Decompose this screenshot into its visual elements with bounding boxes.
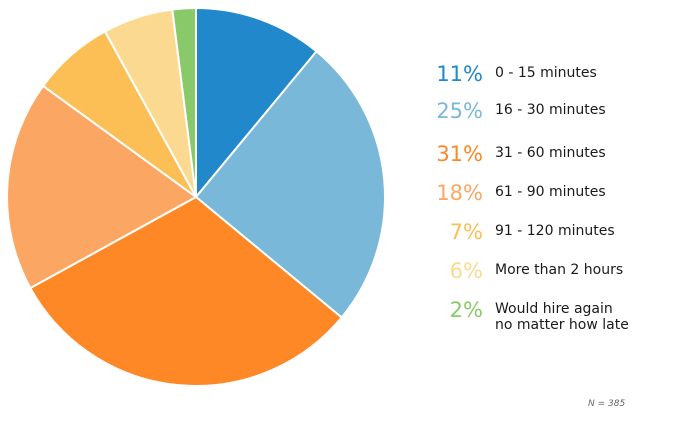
legend-label: Would hire again no matter how late [495,301,629,333]
legend-label: 0 - 15 minutes [495,65,597,81]
legend-percent: 31% [436,142,483,166]
pie-slice-2 [195,50,386,319]
legend-label: More than 2 hours [495,262,623,278]
legend-label-line: More than 2 hours [495,262,624,278]
legend-percent: 6% [449,259,483,283]
legend-label-line: Would hire again [495,301,613,317]
legend-percent: 25% [436,99,483,123]
pie-slice-1 [195,7,318,198]
legend-item: 25% 16 - 30 minutes [425,98,665,132]
legend-percent: 7% [449,220,483,244]
legend-item: 11% 0 - 15 minutes [425,61,665,95]
legend-percent: 11% [436,62,483,86]
pie-slice-4 [6,84,197,290]
legend-label-line: 16 - 30 minutes [495,102,606,118]
legend-label: 91 - 120 minutes [495,223,615,239]
legend-item: 2% Would hire again no matter how late [425,297,665,333]
legend-label-line: 31 - 60 minutes [495,145,606,161]
legend-label-line: 91 - 120 minutes [495,223,615,239]
legend-percent: 18% [436,181,483,205]
legend-percent: 2% [449,298,483,322]
pie-slice-7 [171,7,197,198]
legend-item: 6% More than 2 hours [425,258,665,292]
legend-item: 18% 61 - 90 minutes [425,180,665,214]
legend-label: 16 - 30 minutes [495,102,606,118]
legend-label: 31 - 60 minutes [495,145,606,161]
legend-item: 7% 91 - 120 minutes [425,219,665,253]
legend-label-line: 0 - 15 minutes [495,65,597,81]
legend-label-line: no matter how late [495,317,629,333]
sample-size-note: N = 385 [588,399,626,409]
pie-slice-3 [29,196,343,387]
legend-item: 31% 31 - 60 minutes [425,141,665,175]
legend-label: 61 - 90 minutes [495,184,606,200]
legend-label-line: 61 - 90 minutes [495,184,606,200]
